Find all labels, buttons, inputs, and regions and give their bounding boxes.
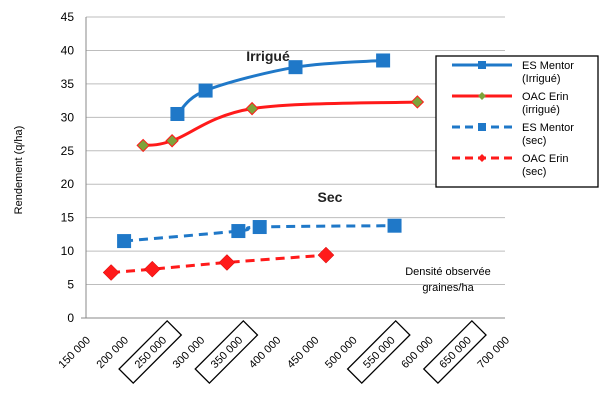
- legend-label-2-0: ES Mentor: [522, 122, 574, 134]
- annotation-observed-density-1: Densité observée: [405, 266, 491, 278]
- data-point-1-1: [165, 134, 179, 148]
- series-2: [117, 218, 402, 249]
- x-tick-label: 450 000: [285, 334, 322, 371]
- x-tick-group: 250 000: [118, 319, 183, 385]
- data-point-0-1: [198, 83, 213, 98]
- legend-marker-3: [478, 154, 486, 162]
- data-point-3-0: [102, 264, 120, 281]
- annotation-irrigated: Irrigué: [246, 48, 290, 64]
- y-tick-10: 10: [61, 244, 75, 258]
- legend-marker-1: [478, 92, 486, 100]
- data-point-0-0: [170, 106, 185, 121]
- data-point-1-3: [410, 95, 425, 109]
- legend-box: [435, 55, 599, 188]
- legend-label-0-1: (Irrigué): [522, 73, 561, 85]
- y-tick-5: 5: [67, 278, 74, 292]
- y-tick-15: 15: [61, 211, 75, 225]
- data-point-2-2: [252, 220, 267, 235]
- x-tick-label: 500 000: [323, 334, 360, 371]
- x-tick-group: 550 000: [346, 319, 411, 385]
- gridlines: [86, 16, 505, 319]
- x-tick-box: [346, 319, 411, 385]
- x-tick-group: 150 000: [56, 334, 93, 371]
- y-tick-25: 25: [61, 144, 75, 158]
- x-tick-group: 450 000: [285, 334, 322, 371]
- y-tick-0: 0: [67, 311, 74, 325]
- series-line-0: [176, 58, 384, 116]
- y-tick-labels: 0 5 10 15 20 25 30 35 40 45: [61, 10, 75, 325]
- legend-label-2-1: (sec): [522, 135, 546, 147]
- legend-marker-0: [478, 61, 486, 69]
- series-1: [136, 95, 425, 153]
- y-tick-40: 40: [61, 43, 75, 57]
- axes: [81, 17, 505, 319]
- y-tick-20: 20: [61, 177, 75, 191]
- y-axis-label: Rendement (q/ha): [13, 126, 25, 215]
- data-point-2-0: [117, 234, 132, 249]
- series-3: [102, 246, 335, 281]
- legend-label-3-1: (sec): [522, 166, 546, 178]
- x-tick-box: [118, 319, 183, 385]
- series-line-1: [142, 100, 418, 147]
- series-0: [170, 53, 391, 121]
- x-tick-group: 200 000: [94, 334, 131, 371]
- x-tick-label: 150 000: [56, 334, 93, 371]
- x-tick-label: 200 000: [94, 334, 131, 371]
- data-point-3-3: [317, 246, 335, 264]
- data-point-1-2: [245, 101, 259, 116]
- data-point-2-3: [387, 218, 402, 233]
- series-line-3: [111, 253, 327, 275]
- data-point-1-0: [136, 138, 150, 153]
- legend-label-3-0: OAC Erin: [522, 153, 568, 165]
- data-point-2-1: [231, 224, 246, 239]
- y-tick-45: 45: [61, 10, 75, 24]
- legend-label-1-1: (irrigué): [522, 104, 560, 116]
- data-point-3-1: [143, 260, 161, 278]
- legend-marker-2: [478, 123, 486, 131]
- annotation-dry: Sec: [318, 189, 343, 205]
- data-point-0-3: [376, 53, 391, 68]
- annotation-observed-density-2: graines/ha: [422, 282, 474, 294]
- legend: ES Mentor(Irrigué)OAC Erin(irrigué)ES Me…: [435, 55, 599, 188]
- y-tick-30: 30: [61, 110, 75, 124]
- series-group: [102, 53, 425, 281]
- x-tick-box: [422, 319, 487, 385]
- y-tick-35: 35: [61, 77, 75, 91]
- x-tick-labels: 150 000 200 000 250 000 300 000 350 000 400 0…: [56, 319, 512, 385]
- data-point-3-2: [218, 254, 236, 271]
- legend-label-1-0: OAC Erin: [522, 91, 568, 103]
- data-point-0-2: [288, 60, 303, 75]
- x-tick-group: 350 000: [194, 319, 259, 385]
- legend-label-0-0: ES Mentor: [522, 60, 574, 72]
- x-tick-box: [194, 319, 259, 385]
- series-line-2: [123, 224, 395, 243]
- x-tick-group: 500 000: [323, 334, 360, 371]
- x-tick-group: 650 000: [422, 319, 487, 385]
